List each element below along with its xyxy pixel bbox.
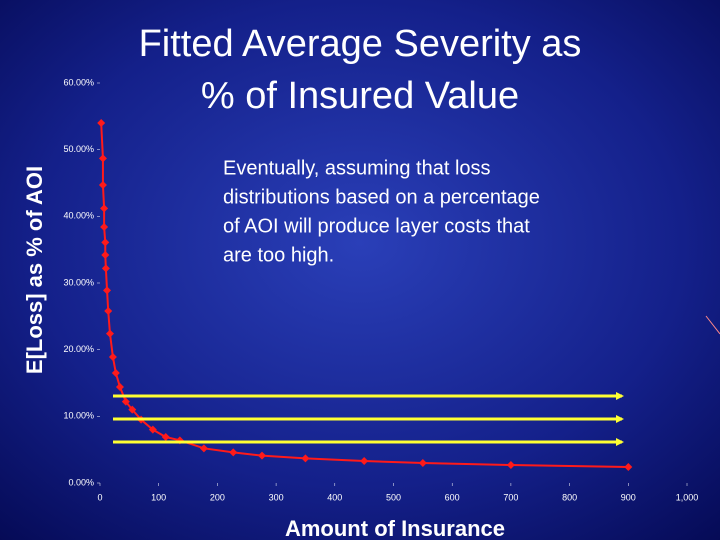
marker bbox=[199, 444, 208, 453]
annotation-line: of AOI will produce layer costs that bbox=[223, 215, 530, 237]
x-tick-label: 600 bbox=[445, 492, 460, 502]
marker bbox=[105, 329, 114, 338]
x-tick-label: 500 bbox=[386, 492, 401, 502]
annotation-line: distributions based on a percentage bbox=[223, 186, 540, 208]
x-tick-label: 200 bbox=[210, 492, 225, 502]
marker bbox=[229, 448, 238, 457]
marker bbox=[148, 425, 157, 434]
marker bbox=[624, 463, 633, 471]
y-tick-label: 20.00% bbox=[63, 344, 94, 354]
marker bbox=[301, 454, 310, 463]
marker bbox=[101, 264, 110, 273]
y-tick-label: 50.00% bbox=[63, 144, 94, 154]
x-tick-label: 1,000 bbox=[676, 492, 699, 502]
y-tick-label: 10.00% bbox=[63, 411, 94, 421]
x-tick-label: 100 bbox=[151, 492, 166, 502]
marker bbox=[108, 353, 117, 361]
y-axis-title: E[Loss] as % of AOI bbox=[22, 166, 47, 374]
line bbox=[100, 122, 629, 468]
marker bbox=[506, 461, 515, 469]
x-tick-label: 400 bbox=[327, 492, 342, 502]
marker bbox=[98, 154, 107, 163]
x-tick-label: 900 bbox=[621, 492, 636, 502]
marker bbox=[360, 457, 369, 465]
title-line: % of Insured Value bbox=[201, 75, 519, 117]
y-tick-label: 30.00% bbox=[63, 277, 94, 287]
decoration bbox=[705, 315, 720, 335]
marker bbox=[128, 405, 137, 414]
marker bbox=[100, 204, 109, 213]
annotation-line: Eventually, assuming that loss bbox=[223, 157, 491, 179]
annotation-line: are too high. bbox=[223, 244, 334, 266]
marker bbox=[258, 451, 267, 460]
x-tick-label: 300 bbox=[269, 492, 284, 502]
x-tick-label: 0 bbox=[97, 492, 102, 502]
y-tick-label: 40.00% bbox=[63, 211, 94, 221]
x-tick-label: 800 bbox=[562, 492, 577, 502]
marker bbox=[115, 383, 124, 391]
marker bbox=[104, 307, 113, 315]
y-tick-label: 60.00% bbox=[63, 77, 94, 87]
marker bbox=[101, 238, 110, 247]
marker bbox=[103, 286, 112, 295]
marker bbox=[101, 251, 110, 259]
title-line: Fitted Average Severity as bbox=[139, 23, 582, 65]
marker bbox=[161, 433, 170, 441]
marker bbox=[111, 369, 120, 377]
marker bbox=[121, 397, 130, 406]
marker bbox=[100, 223, 109, 231]
plot: 0.00% 10.00% 20.00% 30.00% 40.00% 50.00% 60.00… bbox=[63, 77, 698, 502]
marker bbox=[418, 459, 427, 467]
y-tick-label: 0.00% bbox=[68, 477, 94, 487]
marker bbox=[98, 181, 107, 189]
marker bbox=[97, 119, 106, 127]
x-axis-title: Amount of Insurance bbox=[285, 516, 505, 540]
x-tick-label: 700 bbox=[503, 492, 518, 502]
